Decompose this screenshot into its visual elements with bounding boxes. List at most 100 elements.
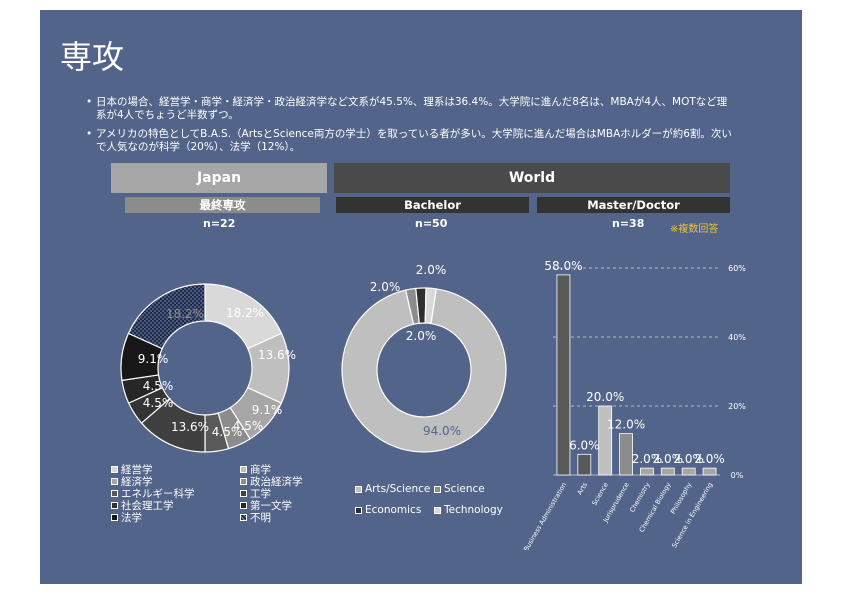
- legend-item: 商学: [240, 462, 271, 477]
- x-tick-label: Science: [590, 481, 610, 507]
- bar: [619, 433, 633, 476]
- bar: [702, 467, 717, 476]
- legend-label: 法学: [121, 512, 142, 524]
- legend-label: Science: [444, 483, 485, 495]
- bullet-item: • 日本の場合、経営学・商学・経済学・政治経済学など文系が45.5%、理系は36…: [86, 96, 736, 122]
- legend-swatch: [434, 485, 441, 493]
- legend-label: Technology: [444, 504, 503, 516]
- bar: [556, 274, 571, 476]
- legend-item: 不明: [240, 510, 271, 525]
- master-subheader: Master/Doctor: [537, 197, 730, 213]
- legend-label: 商学: [250, 464, 271, 476]
- legend-label: Economics: [365, 504, 422, 516]
- bachelor-donut-chart: 94.0% 2.0% 2.0% 2.0%: [341, 263, 507, 453]
- bar: [640, 467, 654, 476]
- data-label: 12.0%: [607, 418, 645, 432]
- data-label: 9.1%: [138, 352, 169, 366]
- donut-slice: [127, 283, 206, 350]
- legend-item: 第一文学: [240, 498, 292, 513]
- bullet-text: 日本の場合、経営学・商学・経済学・政治経済学など文系が45.5%、理系は36.4…: [96, 96, 728, 121]
- data-label: 2.0%: [370, 280, 401, 294]
- y-tick-label: 60%: [728, 264, 746, 273]
- data-label: 4.5%: [233, 419, 264, 433]
- data-label: 18.2%: [226, 306, 264, 320]
- japan-count: n=22: [203, 217, 236, 230]
- japan-subheader: 最終専攻: [125, 197, 320, 213]
- data-label: 4.5%: [143, 379, 174, 393]
- legend-item: エネルギー科学: [111, 486, 195, 501]
- legend-item: Science: [434, 483, 485, 495]
- legend-swatch: [434, 506, 441, 514]
- legend-swatch: [111, 466, 118, 473]
- data-label: 9.1%: [252, 403, 283, 417]
- bullet-text: アメリカの特色としてB.A.S.（ArtsとScience両方の学士）を取ってい…: [96, 128, 732, 153]
- legend-item: 経済学: [111, 474, 153, 489]
- multiple-answer-note: ※複数回答: [670, 224, 719, 235]
- legend-swatch: [240, 502, 247, 509]
- legend-label: 第一文学: [250, 500, 292, 512]
- data-label: 58.0%: [544, 259, 582, 273]
- data-label: 2.0%: [694, 452, 725, 466]
- legend-swatch: [355, 485, 362, 493]
- bachelor-subheader: Bachelor: [336, 197, 529, 213]
- legend-label: 経営学: [121, 464, 153, 476]
- donut-slice: [341, 288, 507, 453]
- data-label: 20.0%: [586, 390, 624, 404]
- legend-label: エネルギー科学: [121, 488, 195, 500]
- legend-swatch: [111, 514, 118, 521]
- japan-header: Japan: [111, 163, 327, 193]
- bar: [577, 453, 592, 476]
- x-tick-label: Science in Engineering: [670, 481, 714, 549]
- data-label: 94.0%: [423, 424, 461, 438]
- y-tick-label: 20%: [728, 402, 746, 411]
- bar: [681, 467, 696, 476]
- world-header: World: [334, 163, 730, 193]
- legend-swatch: [111, 478, 118, 485]
- legend-label: 経済学: [121, 476, 153, 488]
- data-label: 2.0%: [673, 452, 704, 466]
- legend-item: 政治経済学: [240, 474, 303, 489]
- legend-item: 法学: [111, 510, 142, 525]
- data-label: 6.0%: [569, 438, 600, 452]
- x-tick-label: Business Administration: [522, 481, 568, 550]
- master-count: n=38: [612, 217, 645, 230]
- data-label: 2.0%: [406, 329, 437, 343]
- legend-swatch: [240, 478, 247, 485]
- legend-item: 経営学: [111, 462, 153, 477]
- master-bar-chart: 0% 20% 40% 60% 58.0% Business Administration 6…: [522, 259, 746, 550]
- legend-label: 社会理工学: [121, 500, 174, 512]
- data-label: 4.5%: [143, 396, 174, 410]
- legend-label: Arts/Science: [365, 483, 431, 495]
- data-label: 13.6%: [171, 420, 209, 434]
- x-tick-label: Arts: [576, 480, 590, 496]
- data-label: 2.0%: [632, 452, 663, 466]
- japan-donut-chart: 18.2%13.6%9.1%4.5%4.5%13.6%4.5%4.5%9.1%1…: [120, 283, 296, 453]
- bar: [660, 467, 675, 476]
- data-label: 4.5%: [212, 425, 243, 439]
- bullet-item: • アメリカの特色としてB.A.S.（ArtsとScience両方の学士）を取っ…: [86, 128, 736, 154]
- x-tick-label: Chemistry: [628, 481, 652, 514]
- legend-swatch: [240, 466, 247, 473]
- bar: [598, 405, 613, 476]
- legend-swatch: [240, 490, 247, 497]
- y-tick-label: 0%: [731, 471, 744, 480]
- bullet-dot-icon: •: [86, 96, 93, 108]
- data-label: 18.2%: [166, 307, 204, 321]
- legend-label: 工学: [250, 488, 271, 500]
- legend-item: 工学: [240, 486, 271, 501]
- legend-item: Arts/Science: [355, 483, 430, 495]
- legend-label: 不明: [250, 512, 271, 524]
- legend-swatch: [355, 506, 362, 514]
- legend-item: 社会理工学: [111, 498, 174, 513]
- data-label: 13.6%: [258, 348, 296, 362]
- legend-swatch: [111, 502, 118, 509]
- data-label: 2.0%: [416, 263, 447, 277]
- page-title: 専攻: [60, 38, 125, 76]
- legend-item: Economics: [355, 504, 421, 516]
- bullet-dot-icon: •: [86, 128, 93, 140]
- legend-swatch: [111, 490, 118, 497]
- legend-swatch: [240, 514, 247, 521]
- bachelor-count: n=50: [415, 217, 448, 230]
- legend-label: 政治経済学: [250, 476, 303, 488]
- y-tick-label: 40%: [728, 333, 746, 342]
